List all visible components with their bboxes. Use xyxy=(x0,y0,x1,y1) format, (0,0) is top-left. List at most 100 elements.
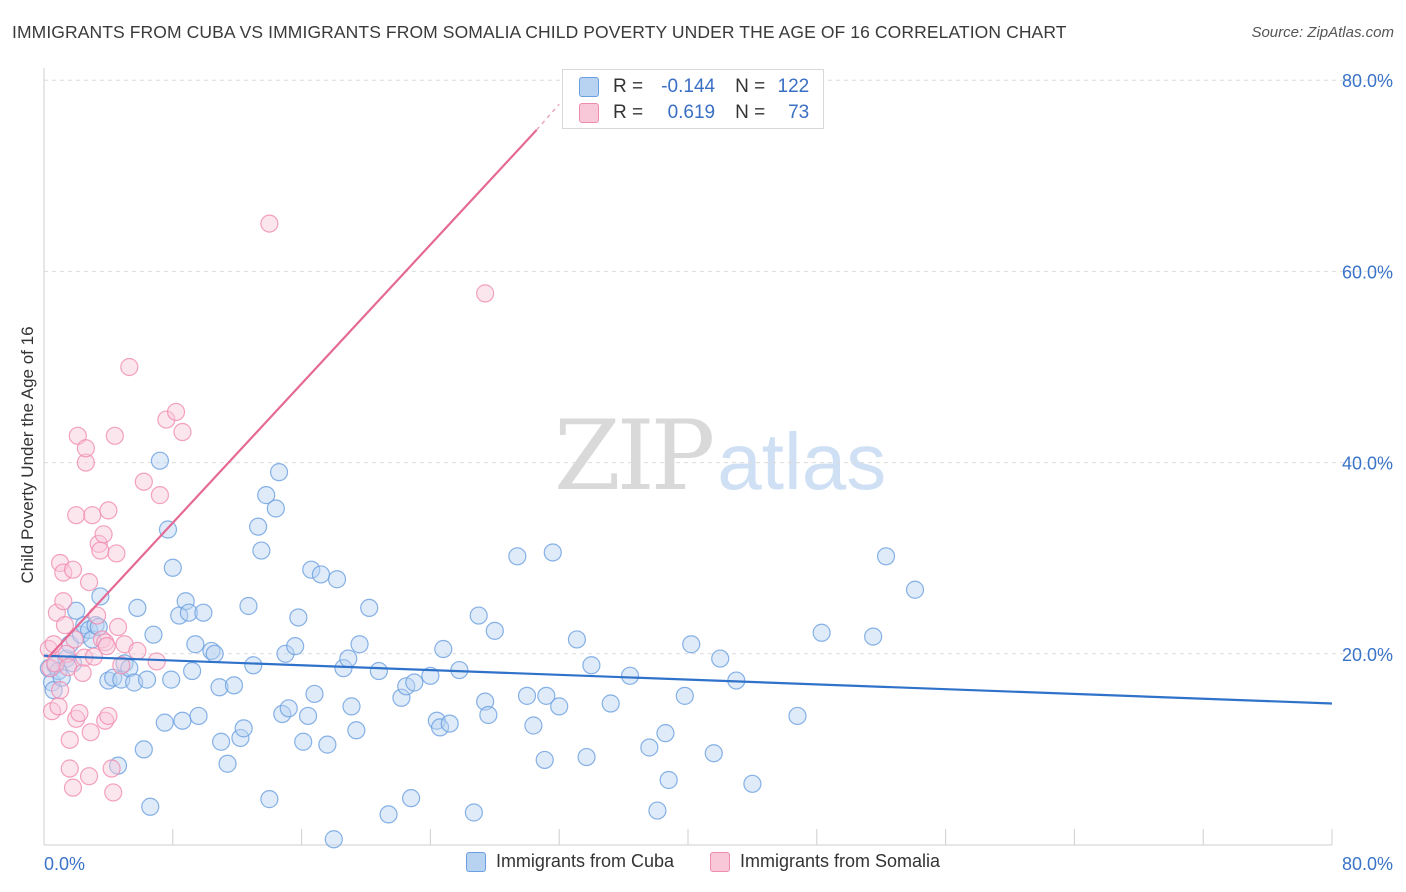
r-label: R = xyxy=(613,102,644,123)
cuba-point xyxy=(150,451,170,470)
r-label: R = xyxy=(613,76,644,97)
cuba-point xyxy=(469,606,488,625)
somalia-point xyxy=(97,637,116,656)
source-label: Source: ZipAtlas.com xyxy=(1251,24,1394,41)
legend-somalia-label: Immigrants from Somalia xyxy=(740,851,941,871)
cuba-point xyxy=(260,790,279,809)
somalia-point xyxy=(81,723,100,742)
cuba-point xyxy=(202,641,221,661)
n-label: N = xyxy=(735,102,766,123)
cuba-point xyxy=(743,774,762,793)
cuba-point xyxy=(342,697,361,716)
somalia-point xyxy=(57,644,76,663)
somalia-point xyxy=(63,778,83,797)
somalia-point xyxy=(55,616,75,635)
cuba-point xyxy=(360,598,379,618)
somalia-point xyxy=(79,572,99,592)
somalia-point xyxy=(166,402,186,422)
legend-cuba-label: Immigrants from Cuba xyxy=(495,851,674,871)
cuba-point xyxy=(218,754,237,773)
cuba-point xyxy=(155,713,174,732)
somalia-point xyxy=(120,357,139,377)
cuba-point xyxy=(257,486,276,505)
cuba-point xyxy=(421,666,440,685)
cuba-point xyxy=(582,656,601,675)
cuba-point xyxy=(339,649,358,668)
cuba-point xyxy=(173,711,192,730)
cuba-point xyxy=(905,580,925,599)
cuba-point xyxy=(350,635,369,654)
cuba-point xyxy=(864,627,883,646)
somalia-point xyxy=(67,506,86,525)
legend-item-cuba[interactable]: Immigrants from Cuba xyxy=(465,851,674,872)
somalia-point xyxy=(88,606,107,625)
somalia-point xyxy=(112,656,131,675)
stats-row-cuba: R = -0.144 N = 122 xyxy=(579,74,809,100)
chart-title: IMMIGRANTS FROM CUBA VS IMMIGRANTS FROM … xyxy=(12,22,1067,42)
cuba-point xyxy=(276,644,295,663)
somalia-point xyxy=(147,652,166,671)
cuba-point xyxy=(682,635,701,654)
cuba-point xyxy=(543,543,562,562)
somalia-point xyxy=(79,767,99,786)
somalia-point xyxy=(60,759,79,778)
cuba-point xyxy=(675,686,694,705)
cuba-point xyxy=(269,463,289,482)
somalia-trendline xyxy=(48,129,538,658)
cuba-point xyxy=(231,728,250,748)
cuba-point xyxy=(244,656,263,675)
somalia-point xyxy=(99,706,118,726)
x-tick-label: 0.0% xyxy=(44,854,85,874)
somalia-swatch xyxy=(579,103,599,123)
somalia-point xyxy=(50,681,70,700)
cuba-point xyxy=(318,735,337,754)
somalia-point xyxy=(67,709,86,728)
cuba-point xyxy=(537,686,556,705)
cuba-point xyxy=(440,714,459,733)
somalia-point xyxy=(173,422,192,442)
somalia-point xyxy=(104,783,123,802)
n-value: 122 xyxy=(777,76,810,97)
somalia-point xyxy=(73,663,92,683)
cuba-point xyxy=(876,547,896,566)
n-value: 73 xyxy=(788,102,810,123)
cuba-point xyxy=(286,637,305,656)
cuba-point xyxy=(305,684,324,704)
cuba-point xyxy=(144,625,163,644)
cuba-point xyxy=(302,560,321,579)
cuba-point xyxy=(347,721,366,740)
cuba-point xyxy=(189,706,208,726)
cuba-point xyxy=(788,706,807,726)
cuba-point xyxy=(163,558,182,577)
r-value: 0.619 xyxy=(667,102,716,123)
n-label: N = xyxy=(735,76,766,97)
somalia-point xyxy=(70,703,89,723)
cuba-point xyxy=(434,639,453,659)
legend-item-somalia[interactable]: Immigrants from Somalia xyxy=(710,851,940,872)
cuba-point xyxy=(640,738,659,757)
cuba-point xyxy=(99,671,118,690)
somalia-point xyxy=(65,630,84,649)
somalia-point xyxy=(76,453,95,472)
cuba-point xyxy=(141,797,160,816)
r-value: -0.144 xyxy=(661,76,716,97)
cuba-point xyxy=(401,789,421,808)
somalia-point xyxy=(49,697,68,716)
cuba-point xyxy=(194,603,213,622)
somalia-point xyxy=(94,525,113,544)
somalia-point xyxy=(105,426,124,445)
somalia-point xyxy=(89,534,108,553)
somalia-point xyxy=(83,506,102,525)
cuba-point xyxy=(205,644,224,663)
cuba-point xyxy=(234,719,253,738)
somalia-point xyxy=(76,439,95,458)
somalia-point xyxy=(134,472,153,491)
bottom-legend: Immigrants from Cuba Immigrants from Som… xyxy=(0,851,1406,872)
cuba-point xyxy=(476,692,495,711)
somalia-point xyxy=(107,544,126,563)
cuba-point xyxy=(601,694,620,713)
cuba-point xyxy=(298,706,318,726)
cuba-swatch xyxy=(579,77,599,97)
somalia-point xyxy=(157,410,176,429)
cuba-point xyxy=(620,666,640,685)
